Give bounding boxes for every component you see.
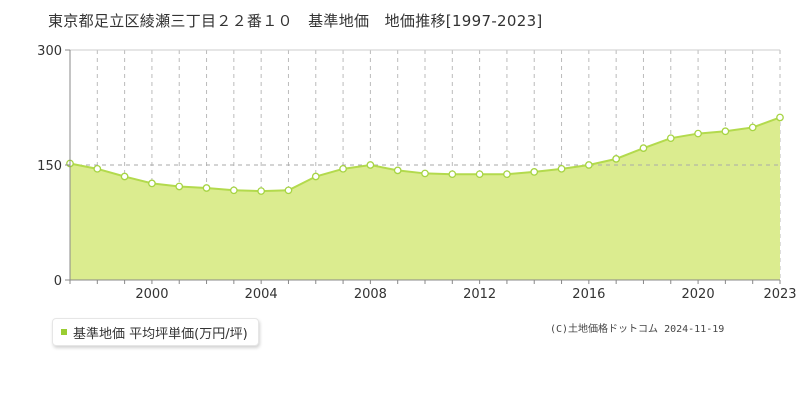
chart-title: 東京都足立区綾瀬三丁目２２番１０ 基準地価 地価推移[1997-2023]	[48, 12, 543, 30]
data-point	[229, 186, 238, 195]
x-tick-label: 2016	[572, 287, 605, 302]
x-tick-labels: 2000 2004 2008 2012 2016 2020 2023	[135, 287, 796, 302]
x-tick-label: 2004	[245, 287, 278, 302]
data-point	[421, 169, 429, 178]
data-point	[639, 144, 648, 152]
data-point	[503, 170, 511, 179]
y-tick-label: 150	[37, 159, 62, 174]
data-point	[475, 170, 484, 179]
data-point	[393, 166, 402, 175]
data-point	[257, 187, 266, 195]
x-tick-label: 2012	[463, 287, 496, 302]
data-point	[612, 155, 621, 163]
data-markers	[66, 113, 784, 195]
data-point	[748, 123, 757, 132]
legend-label: 基準地価 平均坪単価(万円/坪)	[73, 326, 248, 342]
area-fill	[70, 117, 780, 280]
x-tick-label: 2000	[135, 287, 168, 302]
x-tick-label: 2008	[354, 287, 387, 302]
credit-text: (C)土地価格ドットコム 2024-11-19	[550, 324, 725, 335]
data-point	[694, 129, 702, 138]
data-point	[339, 164, 347, 173]
y-tick-label: 300	[37, 44, 62, 59]
legend: 基準地価 平均坪単価(万円/坪)	[52, 318, 259, 346]
data-point	[311, 172, 320, 181]
data-point	[284, 186, 293, 195]
data-point	[721, 127, 730, 136]
data-point	[776, 113, 784, 122]
data-point	[202, 184, 211, 192]
axes	[65, 49, 781, 284]
data-point	[584, 161, 593, 169]
data-point	[557, 164, 566, 173]
x-tick-label: 2023	[763, 287, 796, 302]
data-point	[175, 182, 184, 191]
y-tick-label: 0	[54, 274, 62, 289]
data-point	[530, 168, 539, 176]
data-point	[666, 134, 675, 143]
legend-swatch	[61, 329, 67, 335]
y-tick-labels: 0 150 300	[37, 44, 62, 289]
x-tick-label: 2020	[682, 287, 715, 302]
data-point	[148, 179, 156, 188]
data-point	[448, 170, 457, 179]
data-point	[366, 161, 375, 169]
data-point	[93, 164, 102, 173]
data-point	[120, 172, 129, 181]
